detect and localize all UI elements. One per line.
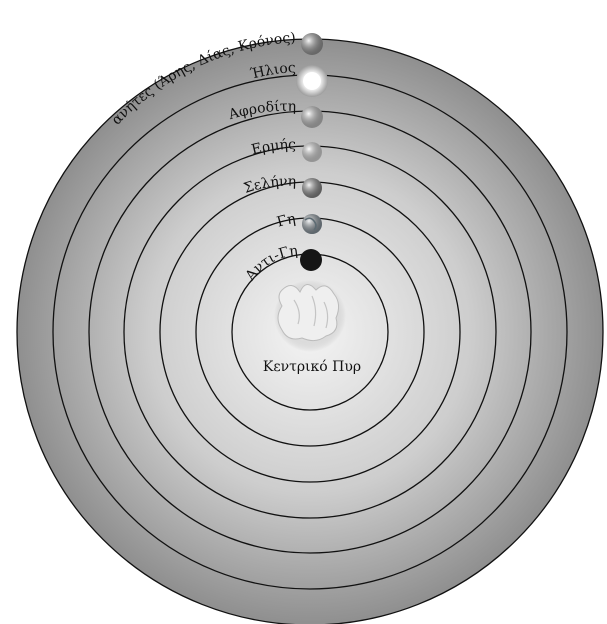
label-mercury: Ερμής [250, 137, 296, 158]
planets-icon [301, 33, 323, 55]
anti-earth-icon [300, 249, 322, 271]
central-fire: Κεντρικό Πυρ [263, 280, 361, 375]
sun-icon [296, 65, 328, 97]
earth-icon [302, 214, 322, 234]
mercury-icon [302, 142, 322, 162]
celestial-bodies [296, 33, 328, 271]
venus-icon [301, 106, 323, 128]
central-fire-icon [277, 284, 340, 342]
moon-icon [302, 178, 322, 198]
label-earth: Γη [275, 211, 296, 231]
central-fire-label: Κεντρικό Πυρ [263, 359, 361, 375]
